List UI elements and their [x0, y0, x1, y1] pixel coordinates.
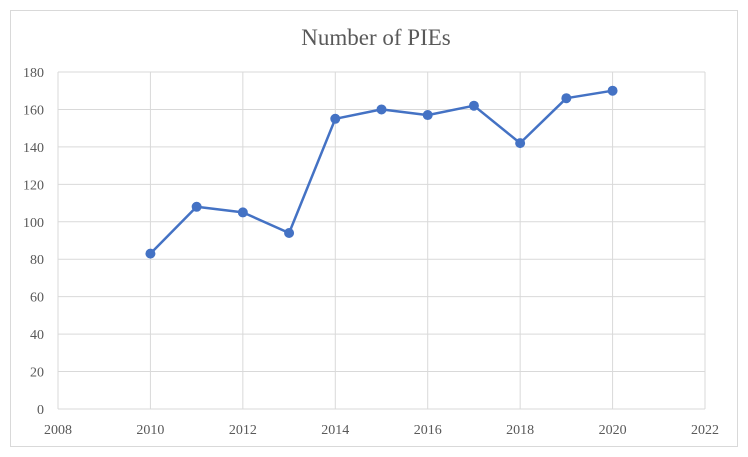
- y-tick-label: 20: [30, 366, 44, 381]
- data-point: [376, 104, 387, 115]
- x-tick-label: 2014: [321, 423, 349, 438]
- data-point: [422, 110, 433, 121]
- x-tick-label: 2012: [229, 423, 257, 438]
- data-point: [330, 113, 341, 124]
- x-tick-label: 2020: [599, 423, 627, 438]
- series-line: [149, 89, 613, 255]
- chart-frame: [10, 10, 738, 447]
- y-tick-label: 80: [30, 253, 44, 268]
- data-point: [237, 207, 248, 218]
- x-tick-label: 2022: [691, 423, 719, 438]
- y-tick-label: 180: [23, 66, 44, 81]
- y-tick-label: 160: [23, 103, 44, 118]
- data-point: [145, 248, 156, 259]
- chart-title: Number of PIEs: [301, 25, 451, 50]
- x-tick-label: 2016: [414, 423, 442, 438]
- series-layer: [145, 85, 618, 259]
- tick-labels: 0 20 40 60 80 100 120 140 160 180 2008 2010 2012 2014…: [23, 66, 719, 438]
- grid-layer: [57, 71, 706, 410]
- y-tick-label: 140: [23, 141, 44, 156]
- y-tick-label: 40: [30, 328, 44, 343]
- data-point: [607, 85, 618, 96]
- data-point: [191, 201, 202, 212]
- x-tick-label: 2010: [136, 423, 164, 438]
- y-tick-label: 100: [23, 216, 44, 231]
- y-tick-label: 120: [23, 178, 44, 193]
- x-tick-label: 2018: [506, 423, 534, 438]
- x-tick-label: 2008: [44, 423, 72, 438]
- data-point: [515, 138, 526, 149]
- data-point: [561, 93, 572, 104]
- data-point: [284, 228, 295, 239]
- y-tick-label: 0: [37, 403, 44, 418]
- y-tick-label: 60: [30, 291, 44, 306]
- data-point: [468, 100, 479, 111]
